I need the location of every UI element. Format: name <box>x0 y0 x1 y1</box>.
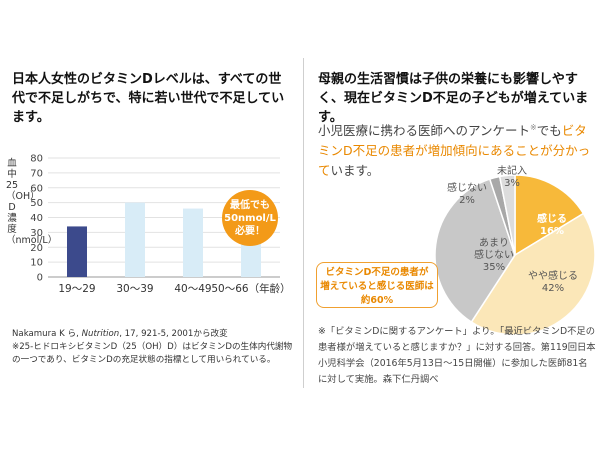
x-tick-label: 50〜66（年齢） <box>211 282 290 295</box>
bar-19〜29 <box>67 226 87 277</box>
pie-label-mikinyu-text: 未記入 <box>497 166 527 177</box>
pie-slice-あまり感じない <box>434 178 516 324</box>
survey-text-b: でも <box>536 123 562 139</box>
section-divider <box>303 58 304 388</box>
bar-40〜49 <box>183 208 203 277</box>
vitamin-d-bar-chart: 0 10 20 30 40 50 60 70 80 19〜29 30〜39 40〜49 50〜66（年齢… <box>30 154 290 296</box>
pie-label-amari-text-2: 感じない <box>474 250 514 261</box>
survey-mark: ※ <box>530 123 537 132</box>
pie-slice-未記入 <box>498 174 516 256</box>
pie-label-kanjinai: 感じない 2% <box>447 183 487 207</box>
pie-label-kanjiru: 感じる 16% <box>537 214 567 238</box>
result-callout-box: ビタミンD不足の患者が 増えていると感じる医師は 約60% <box>316 262 438 308</box>
callout-line-3: 必要！ <box>235 225 265 237</box>
pie-label-yaya-text: やや感じる <box>528 271 578 282</box>
y-tick-label: 0 <box>37 273 43 284</box>
source-prefix: Nakamura K ら, <box>12 329 82 339</box>
x-tick-label: 30〜39 <box>116 283 153 295</box>
callout-line-1: 最低でも <box>230 199 270 211</box>
source-journal: Nutrition <box>81 329 120 339</box>
pie-label-kanjinai-text: 感じない <box>447 183 487 194</box>
pie-label-kanjinai-value: 2% <box>459 195 475 206</box>
result-line-1: ビタミンD不足の患者が <box>325 267 429 278</box>
pie-label-kanjiru-value: 16% <box>540 226 564 237</box>
y-tick-label: 30 <box>30 228 43 239</box>
pie-label-amari-text-1: あまり <box>479 238 509 249</box>
pie-label-yaya: やや感じる 42% <box>528 271 578 295</box>
left-heading: 日本人女性のビタミンDレベルは、すべての世代で不足しがちで、特に若い世代で不足し… <box>12 72 285 125</box>
pie-label-amari-value: 35% <box>482 262 506 273</box>
y-tick-label: 60 <box>30 183 43 194</box>
pie-label-amari: あまり 感じない 35% <box>474 238 514 274</box>
survey-summary: 小児医療に携わる医師へのアンケート※でもビタミンD不足の患者が増加傾向にあること… <box>318 118 593 181</box>
result-line-2: 増えていると感じる医師は <box>320 281 434 292</box>
pie-label-yaya-value: 42% <box>541 283 565 294</box>
y-tick-label: 80 <box>30 154 43 165</box>
survey-pie-chart <box>434 174 596 336</box>
y-tick-label: 70 <box>30 168 43 179</box>
right-heading: 母親の生活習慣は子供の栄養にも影響しやすく、現在ビタミンD不足の子どもが増えてい… <box>318 72 589 125</box>
source-suffix: , 17, 921-5, 2001から改変 <box>119 329 228 339</box>
y-tick-label: 50 <box>30 198 43 209</box>
survey-footnote: ※「ビタミンDに関するアンケート」より。「最近ビタミンD不足の患者様が増えている… <box>318 326 596 385</box>
pie-label-mikinyu: 未記入 3% <box>497 166 527 190</box>
y-tick-label: 20 <box>30 243 43 254</box>
pie-label-kanjiru-text: 感じる <box>537 214 567 225</box>
bar-30〜39 <box>125 202 145 277</box>
survey-text-c: います。 <box>330 163 380 179</box>
result-line-3: 約60% <box>360 295 394 306</box>
minimum-level-callout: 最低でも 50nmol/L 必要！ <box>222 190 278 246</box>
survey-text-a: 小児医療に携わる医師へのアンケート <box>318 123 531 139</box>
source-citation: Nakamura K ら, Nutrition, 17, 921-5, 2001… <box>12 328 297 367</box>
survey-highlight: ビタミンD不足の患者が増加傾向にあることが分かって <box>318 123 591 179</box>
pie-slice-やや感じる <box>470 212 596 336</box>
source-footnote: ※25-ヒドロキシビタミンD（25（OH）D）はビタミンDの生体内代謝物の一つで… <box>12 342 293 365</box>
pie-label-mikinyu-value: 3% <box>504 178 520 189</box>
x-tick-label: 19〜29 <box>58 283 95 295</box>
pie-slice-感じる <box>514 174 585 257</box>
x-tick-label: 40〜49 <box>174 283 211 295</box>
callout-line-2: 50nmol/L <box>224 212 276 224</box>
y-tick-label: 10 <box>30 258 43 269</box>
y-tick-label: 40 <box>30 213 43 224</box>
